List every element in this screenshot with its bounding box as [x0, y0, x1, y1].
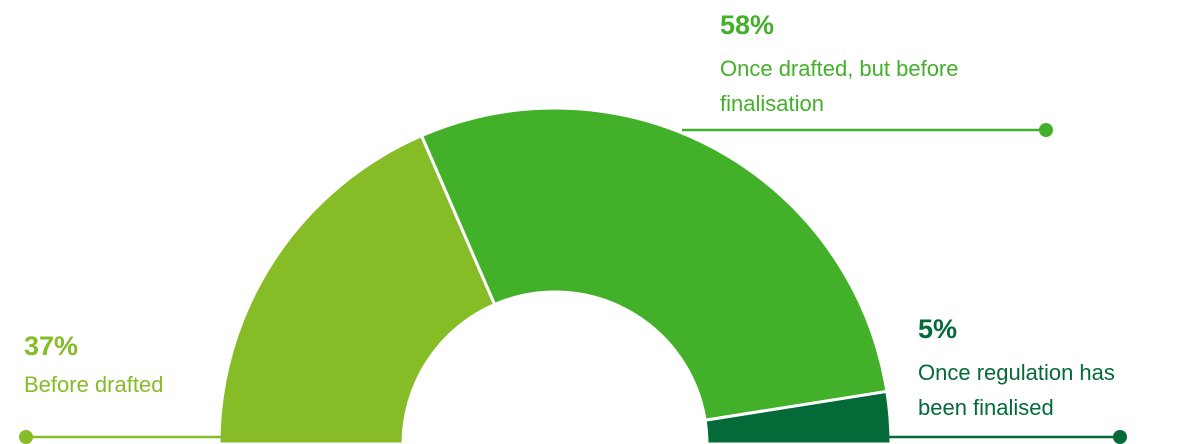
- slice-label-before-drafted: Before drafted: [24, 372, 163, 397]
- slice-value-label-before-drafted: 37%: [24, 331, 78, 361]
- slice-label-once-drafted-line-2: finalisation: [720, 91, 824, 116]
- leader-dot-before-drafted: [19, 430, 33, 444]
- slice-label-once-drafted-line-1: Once drafted, but before: [720, 56, 959, 81]
- slice-value-label-finalised: 5%: [918, 314, 957, 344]
- leader-dot-finalised: [1113, 430, 1127, 444]
- leader-lines: [19, 123, 1127, 444]
- slice-once-drafted: [419, 106, 889, 422]
- chart-slices: [217, 106, 893, 444]
- slice-before-drafted: [217, 133, 497, 444]
- leader-dot-once-drafted: [1039, 123, 1053, 137]
- slice-finalised: [703, 389, 893, 444]
- slice-value-label-once-drafted: 58%: [720, 10, 774, 40]
- slice-label-finalised-line-1: Once regulation has: [918, 360, 1115, 385]
- slice-label-finalised-line-2: been finalised: [918, 395, 1054, 420]
